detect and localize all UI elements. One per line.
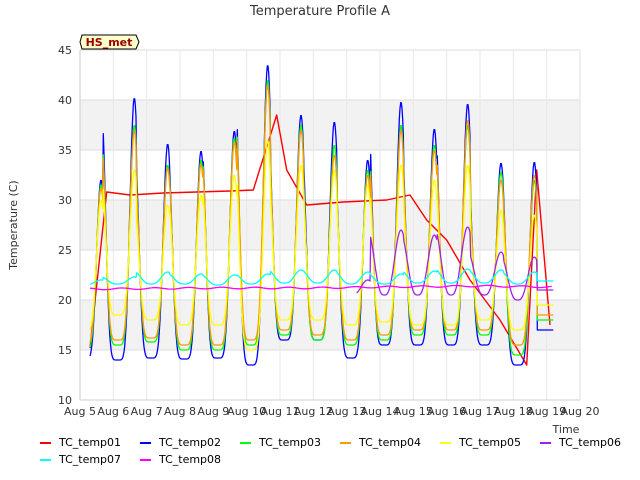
x-tick-label: Aug 13 [327,405,366,418]
series-line-TC_temp06 [356,226,554,301]
annotation-box: HS_met [79,34,140,50]
plot-area [89,65,554,366]
y-tick-label: 25 [58,244,72,257]
series-line-TC_temp07 [89,268,554,286]
x-tick-label: Aug 19 [527,405,566,418]
x-tick-label: Aug 5 [64,405,96,418]
x-axis-label: Time [552,423,580,436]
x-tick-label: Aug 12 [294,405,333,418]
annotation-label: HS_met [86,36,133,49]
y-tick-label: 20 [58,294,72,307]
x-tick-label: Aug 14 [361,405,400,418]
y-tick-label: 10 [58,394,72,407]
x-tick-label: Aug 6 [97,405,129,418]
x-tick-label: Aug 7 [131,405,163,418]
x-tick-label: Aug 10 [227,405,266,418]
series-line-TC_temp04 [89,85,554,346]
x-tick-label: Aug 20 [561,405,600,418]
y-tick-label: 35 [58,144,72,157]
y-tick-label: 30 [58,194,72,207]
background-band [80,300,580,350]
chart-title: Temperature Profile A [249,4,390,19]
x-tick-label: Aug 15 [394,405,433,418]
x-tick-label: Aug 18 [494,405,533,418]
y-tick-label: 45 [58,44,72,57]
series-line-TC_temp08 [89,284,552,291]
y-tick-label: 15 [58,344,72,357]
background-band [80,100,580,150]
x-tick-label: Aug 9 [197,405,229,418]
x-tick-label: Aug 17 [461,405,500,418]
series-line-TC_temp01 [89,114,551,366]
y-tick-label: 40 [58,94,72,107]
y-axis-label: Temperature (C) [7,180,20,270]
x-tick-label: Aug 8 [164,405,196,418]
series-line-TC_temp05 [89,139,554,351]
x-tick-label: Aug 16 [427,405,466,418]
x-tick-label: Aug 11 [261,405,300,418]
